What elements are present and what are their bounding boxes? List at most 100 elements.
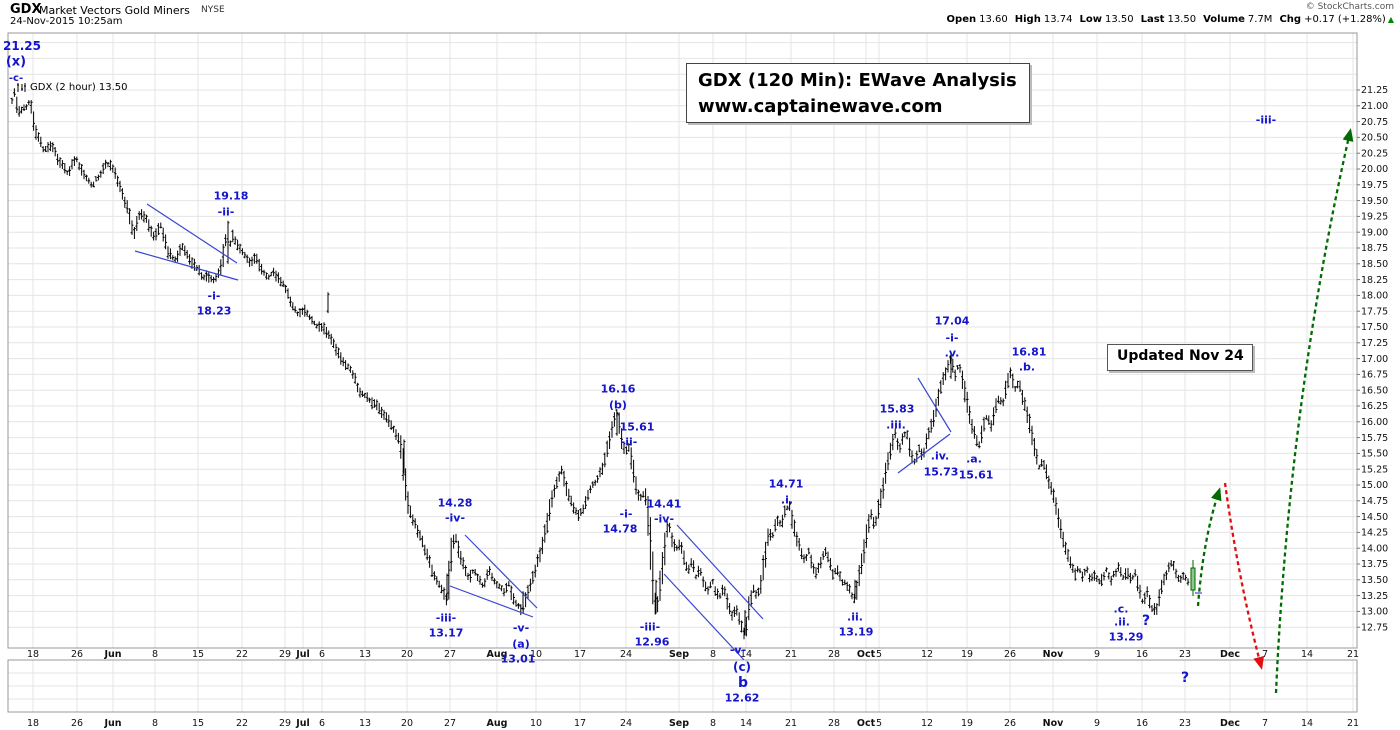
svg-text:16.75: 16.75 (1361, 370, 1388, 381)
wave-label: -i- (945, 331, 959, 345)
svg-text:16.00: 16.00 (1361, 417, 1388, 428)
svg-text:13.25: 13.25 (1361, 591, 1388, 602)
ewave-title-box: GDX (120 Min): EWave Analysis www.captai… (686, 63, 1030, 123)
wave-label: 15.83 (879, 402, 915, 416)
svg-text:9: 9 (1094, 649, 1100, 660)
svg-text:21: 21 (1347, 718, 1359, 729)
svg-text:6: 6 (319, 718, 325, 729)
svg-text:24: 24 (620, 718, 632, 729)
svg-text:14: 14 (1301, 718, 1313, 729)
svg-text:26: 26 (71, 718, 83, 729)
wave-label: 19.18 (213, 189, 249, 203)
wave-label: -i- (619, 507, 633, 521)
svg-text:Dec: Dec (1220, 649, 1240, 660)
svg-text:Jul: Jul (295, 718, 310, 729)
exchange-label: NYSE (201, 5, 225, 15)
svg-text:12.75: 12.75 (1361, 622, 1388, 633)
svg-text:16: 16 (1136, 649, 1148, 660)
wave-label: .iv. (930, 449, 950, 463)
svg-text:8: 8 (710, 649, 716, 660)
stockcharts-copyright: © StockCharts.com (1305, 2, 1394, 12)
wave-label: .ii. (1114, 615, 1130, 629)
svg-text:16.25: 16.25 (1361, 401, 1388, 412)
svg-text:12: 12 (921, 649, 933, 660)
svg-text:Oct: Oct (857, 718, 876, 729)
svg-text:27: 27 (444, 718, 456, 729)
svg-text:13.50: 13.50 (1361, 575, 1388, 586)
svg-text:22: 22 (236, 718, 248, 729)
svg-text:13: 13 (359, 718, 371, 729)
svg-text:22: 22 (236, 649, 248, 660)
svg-text:19.00: 19.00 (1361, 227, 1388, 238)
wave-label: (a) (512, 637, 530, 651)
svg-text:14: 14 (740, 718, 752, 729)
svg-text:15.50: 15.50 (1361, 449, 1388, 460)
svg-text:18.50: 18.50 (1361, 259, 1388, 270)
wave-label: -v- (512, 621, 530, 635)
svg-text:21: 21 (785, 718, 797, 729)
quote-label: High (1014, 14, 1041, 25)
svg-text:17.50: 17.50 (1361, 322, 1388, 333)
svg-text:8: 8 (152, 718, 158, 729)
svg-text:Nov: Nov (1043, 718, 1064, 729)
svg-text:29: 29 (279, 718, 291, 729)
svg-text:14.50: 14.50 (1361, 512, 1388, 523)
svg-text:19.50: 19.50 (1361, 196, 1388, 207)
quote-label: Last (1140, 14, 1165, 25)
svg-text:19: 19 (961, 718, 973, 729)
svg-text:Nov: Nov (1043, 649, 1064, 660)
svg-text:9: 9 (1094, 718, 1100, 729)
wave-label: 14.41 (646, 497, 682, 511)
svg-text:26: 26 (1004, 718, 1016, 729)
chart-legend: GDX (2 hour) 13.50 (16, 82, 128, 93)
svg-text:18: 18 (27, 649, 39, 660)
svg-text:19: 19 (961, 649, 973, 660)
wave-label: .v. (944, 346, 960, 360)
svg-text:21: 21 (1347, 649, 1359, 660)
svg-text:21.25: 21.25 (1361, 85, 1388, 96)
svg-text:17.00: 17.00 (1361, 354, 1388, 365)
wave-label: -iv- (444, 511, 466, 525)
svg-text:5: 5 (876, 649, 882, 660)
svg-text:20: 20 (401, 649, 413, 660)
updated-note-box: Updated Nov 24 (1107, 344, 1253, 371)
svg-text:18.25: 18.25 (1361, 275, 1388, 286)
wave-label: 18.23 (196, 304, 232, 318)
wave-label: -ii- (217, 205, 235, 219)
wave-label: 13.17 (428, 626, 464, 640)
svg-text:5: 5 (876, 718, 882, 729)
svg-text:16: 16 (1136, 718, 1148, 729)
wave-label: (x) (5, 54, 27, 70)
svg-text:18.00: 18.00 (1361, 291, 1388, 302)
svg-text:Sep: Sep (669, 649, 689, 660)
wave-label: 14.78 (602, 522, 638, 536)
symbol-name: Market Vectors Gold Miners (39, 4, 190, 17)
svg-text:14.75: 14.75 (1361, 496, 1388, 507)
svg-text:27: 27 (444, 649, 456, 660)
wave-label: .ii. (847, 610, 863, 624)
wave-label: 13.01 (500, 652, 536, 666)
wave-label: (c) (732, 660, 752, 674)
svg-text:29: 29 (279, 649, 291, 660)
svg-text:17: 17 (574, 649, 586, 660)
svg-text:14: 14 (1301, 649, 1313, 660)
quote-value: 7.7M (1247, 14, 1273, 25)
wave-label: 14.28 (437, 496, 473, 510)
wave-label: 15.73 (923, 465, 959, 479)
svg-text:Aug: Aug (487, 649, 508, 660)
svg-text:20: 20 (401, 718, 413, 729)
svg-text:Sep: Sep (669, 718, 689, 729)
svg-text:20.50: 20.50 (1361, 133, 1388, 144)
svg-text:15: 15 (192, 649, 204, 660)
wave-label: (b) (609, 398, 627, 412)
wave-label: 12.96 (634, 635, 670, 649)
ohlc-style-icon (17, 83, 26, 92)
wave-label: -ii- (620, 435, 638, 449)
svg-text:17: 17 (574, 718, 586, 729)
quote-value: 13.74 (1043, 14, 1073, 25)
svg-text:15: 15 (192, 718, 204, 729)
svg-text:15.25: 15.25 (1361, 464, 1388, 475)
svg-text:Aug: Aug (487, 718, 508, 729)
svg-text:19.75: 19.75 (1361, 180, 1388, 191)
